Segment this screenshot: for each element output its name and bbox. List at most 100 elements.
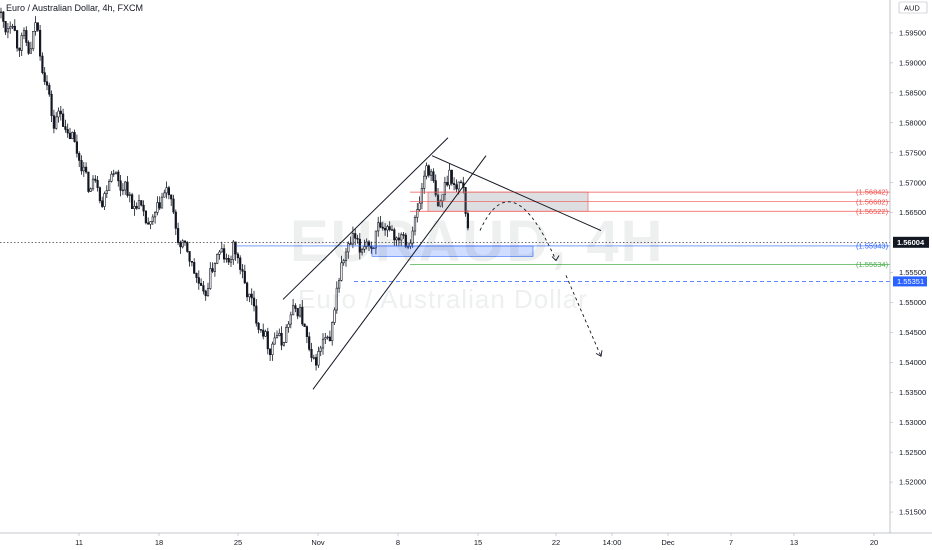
current-price-tag [893,236,929,248]
candle-body [271,343,274,356]
candle-body [356,237,359,240]
demand-zone [371,245,534,257]
candle-body [388,226,391,230]
candle-body [333,309,336,323]
candle-body [64,126,67,130]
candle-body [18,47,21,51]
candle-body [186,242,189,252]
candle-body [147,222,150,225]
candle-body [455,184,458,190]
candle-body [344,251,348,261]
candle-body [167,187,171,196]
y-tick-label: 1.52000 [899,478,926,487]
candle-body [98,187,101,202]
candle-body [436,194,440,207]
candle-body [363,246,366,250]
projection-arrow-2 [565,275,602,357]
candle-body [301,306,304,325]
candle-body [383,228,387,231]
chart-title: Euro / Australian Dollar, 4h, FXCM [6,3,144,13]
candle-body [34,22,37,32]
x-tick-label: 14:00 [603,538,622,547]
x-tick-label: 15 [474,538,482,547]
channel-lower-line [312,155,487,390]
candle-body [190,260,194,263]
candle-body [374,230,378,249]
candle-body [101,200,104,207]
candle-body [354,233,357,239]
candle-body [163,192,166,198]
candle-body [112,173,115,175]
candle-body [4,21,7,33]
candle-body [395,237,398,241]
candle-body [328,336,332,342]
candle-body [57,110,60,118]
y-tick-label: 1.53500 [899,388,926,397]
candle-body [179,242,182,248]
candle-body [351,233,355,245]
candle-body [409,242,412,247]
candle-body [420,188,424,204]
candle-body [73,132,76,143]
candle-body [257,322,260,330]
candle-body [43,72,46,82]
candle-body [213,263,217,272]
candle-body [160,196,164,209]
candle-body [6,28,9,33]
level-label: (1.56842) [856,188,889,197]
candle-body [282,342,286,346]
candle-body [308,336,311,350]
candle-body [154,212,157,218]
candle-body [55,116,58,129]
candle-body [264,331,267,337]
candle-body [204,290,207,297]
candle-body [225,258,228,260]
candle-body [211,268,214,272]
candle-body [197,277,200,284]
level-label: (1.55634) [856,260,889,269]
candle-body [310,349,313,358]
candle-body [105,190,108,194]
y-tick-label: 1.58500 [899,88,926,97]
candle-body [78,153,81,161]
candle-body [0,11,3,14]
candle-body [183,240,187,243]
candle-body [402,234,405,236]
y-tick-label: 1.54000 [899,358,926,367]
candle-body [303,323,306,327]
candle-body [331,322,334,342]
candle-body [377,222,380,232]
candle-body [188,251,191,262]
candle-body [443,182,447,195]
candle-body [390,229,394,231]
candle-body [450,169,453,184]
y-tick-label: 1.58000 [899,118,926,127]
candle-body [80,160,83,172]
candle-body [177,228,180,243]
candle-body [319,347,322,352]
candle-body [278,332,281,336]
candle-body [232,241,235,261]
candle-body [429,171,433,176]
candle-body [404,234,407,247]
candle-body [11,25,14,28]
candle-body [466,213,470,229]
candle-body [119,180,122,191]
candle-body [59,110,62,115]
candle-body [296,308,299,317]
candle-body [266,331,269,350]
candle-body [41,55,44,73]
candle-body [262,329,265,337]
candle-body [13,25,16,31]
candle-body [94,178,97,181]
resistance-trendline [431,155,602,232]
candle-body [246,282,249,298]
candle-body [273,337,276,345]
candle-body [227,258,230,263]
candle-body [446,182,449,186]
candle-body [448,169,451,186]
candle-body [144,210,148,224]
candle-body [248,293,251,298]
candle-body [149,221,152,225]
